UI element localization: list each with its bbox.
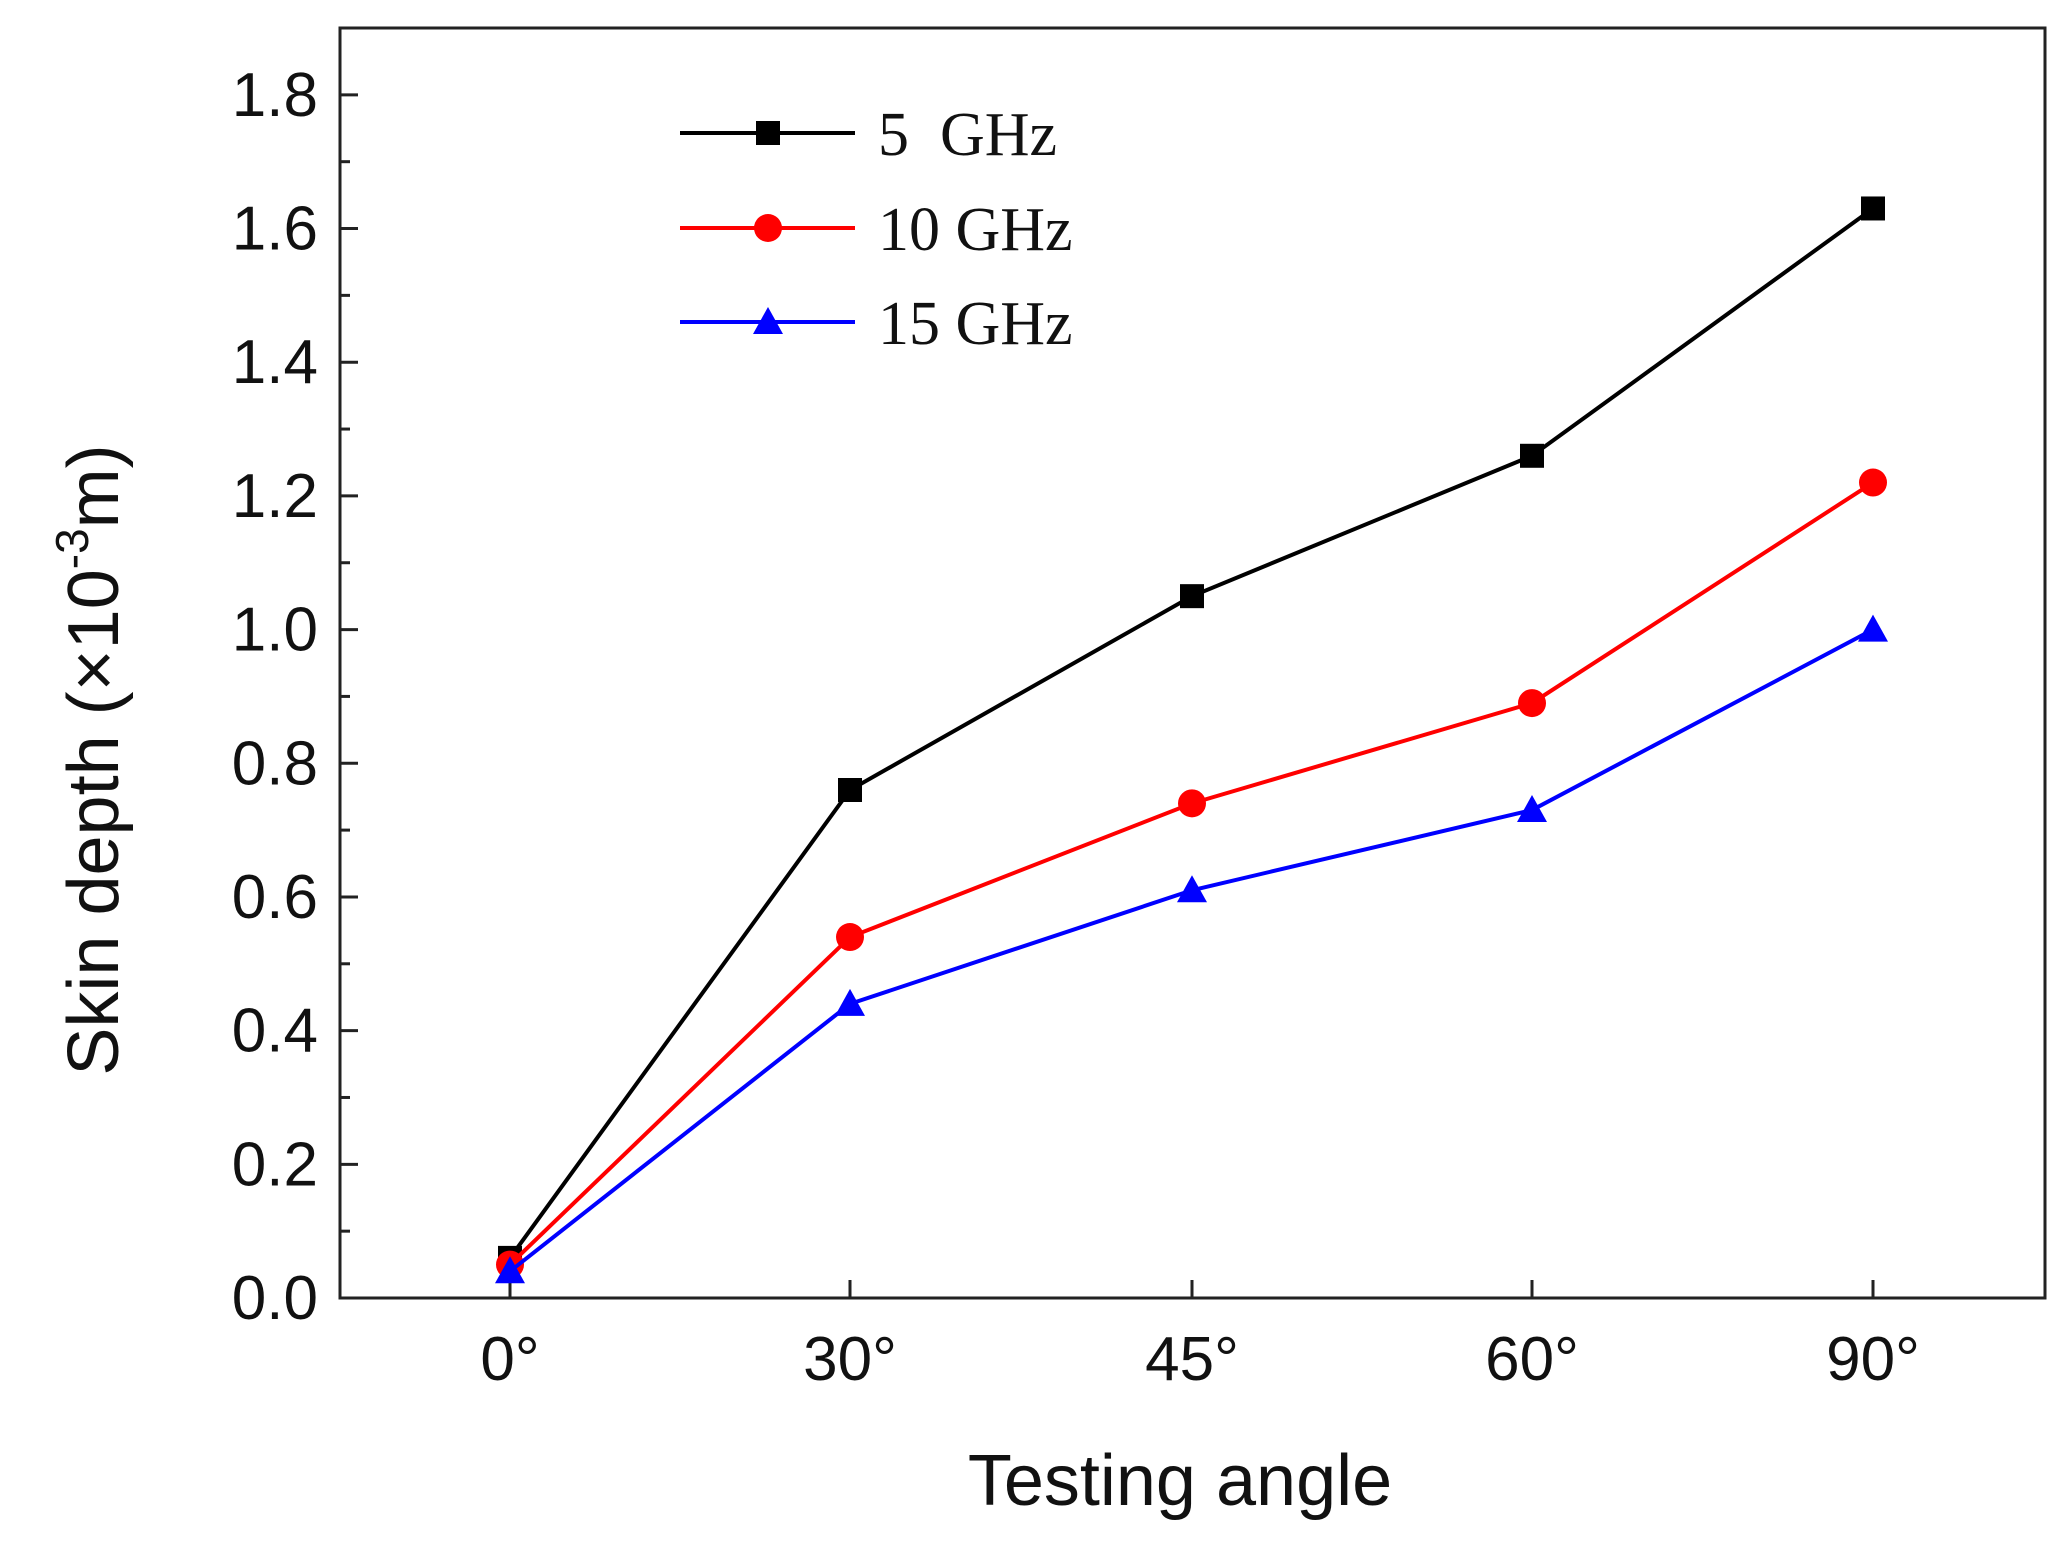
- y-tick-label: 0.2: [232, 1130, 318, 1199]
- y-tick-label: 1.4: [232, 328, 318, 397]
- y-axis-title-group: Skin depth (×10-3m): [46, 444, 134, 1075]
- data-point: [838, 778, 862, 802]
- legend-label: 5 GHz: [878, 101, 1057, 169]
- series-line: [508, 206, 1875, 1260]
- data-point: [1180, 584, 1204, 609]
- data-point: [1520, 443, 1544, 468]
- legend-item: 5 GHz: [680, 101, 1057, 169]
- y-tick-label: 0.0: [232, 1264, 318, 1333]
- legend-marker: [754, 214, 782, 242]
- x-tick-label: 90°: [1826, 1325, 1920, 1394]
- data-point: [1518, 689, 1546, 718]
- legend-marker: [756, 121, 780, 145]
- x-tick-label: 30°: [803, 1325, 897, 1394]
- data-point: [1859, 468, 1887, 497]
- data-point: [835, 988, 865, 1016]
- series-layer: [495, 196, 1888, 1284]
- series-line: [508, 627, 1874, 1273]
- data-point: [1861, 196, 1885, 221]
- data-point: [495, 1256, 525, 1284]
- legend-marker: [753, 307, 783, 334]
- x-axis: 0° 30° 45° 60° 90°: [480, 1280, 1920, 1394]
- x-axis-title: Testing angle: [968, 1441, 1392, 1521]
- data-point: [1858, 614, 1888, 642]
- y-tick-label: 1.6: [232, 195, 318, 264]
- y-tick-label: 1.8: [232, 61, 318, 130]
- x-tick-label: 45°: [1145, 1325, 1239, 1394]
- y-tick-label: 0.4: [232, 997, 318, 1066]
- y-axis: 0.0 0.2 0.4 0.6 0.8 1.0 1.2 1.4 1.6 1.8: [232, 61, 358, 1333]
- data-point: [836, 923, 864, 952]
- data-point: [1517, 795, 1547, 823]
- legend-label: 15 GHz: [878, 290, 1073, 358]
- x-tick-label: 0°: [480, 1325, 539, 1394]
- y-tick-label: 1.2: [232, 462, 318, 531]
- legend-label: 10 GHz: [878, 196, 1073, 264]
- data-point: [1177, 875, 1207, 903]
- y-axis-title-unit: m): [54, 444, 134, 528]
- y-axis-title-main: Skin depth (×10: [54, 569, 134, 1075]
- data-point: [1178, 789, 1206, 818]
- y-tick-label: 1.0: [232, 596, 318, 665]
- x-tick-label: 60°: [1485, 1325, 1579, 1394]
- legend: 5 GHz 10 GHz 15 GHz: [680, 101, 1073, 358]
- y-axis-title: Skin depth (×10-3m): [46, 444, 134, 1075]
- y-tick-label: 0.6: [232, 863, 318, 932]
- legend-item: 10 GHz: [680, 196, 1073, 264]
- plot-area: [338, 26, 2047, 1300]
- y-axis-title-exponent: -3: [46, 528, 98, 569]
- y-tick-label: 0.8: [232, 729, 318, 798]
- series-triangle: [495, 614, 1888, 1284]
- legend-item: 15 GHz: [680, 290, 1073, 358]
- plot-frame: [338, 26, 2047, 1300]
